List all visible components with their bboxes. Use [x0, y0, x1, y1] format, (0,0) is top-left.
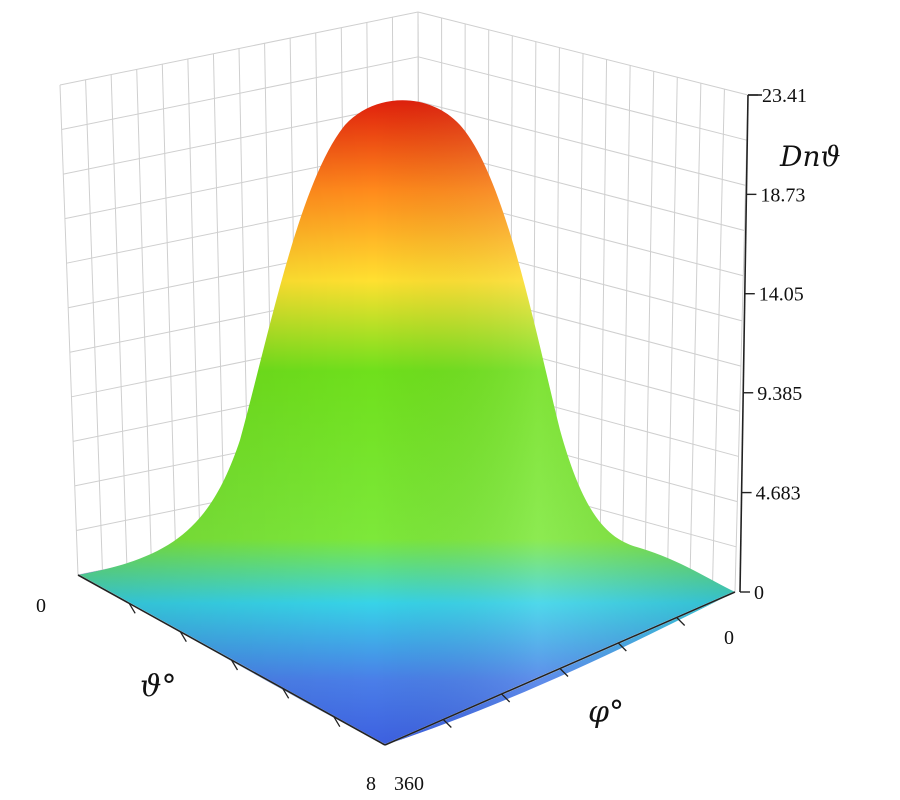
- left-wall-gridline: [136, 69, 152, 561]
- right-wall-gridline: [667, 77, 678, 574]
- z-axis-line: [739, 94, 749, 593]
- right-wall-gridline: [577, 53, 584, 549]
- y-tick-mark: [617, 642, 627, 652]
- axes: 0 4.683 9.385 14.05 18.73 23.41 0 8 0 360: [36, 85, 807, 795]
- z-tick-label: 9.385: [757, 383, 802, 405]
- left-wall-gridline: [110, 74, 128, 566]
- surface-shading: [78, 100, 735, 745]
- z-tick-label: 23.41: [762, 85, 807, 107]
- left-wall-gridline: [187, 58, 201, 551]
- z-axis-label: Dnϑ: [779, 140, 841, 173]
- z-tick-label: 14.05: [759, 284, 804, 306]
- x-axis-label: ϑ°: [140, 669, 176, 704]
- y-tick-mark: [501, 693, 511, 703]
- z-tick-label: 18.73: [760, 184, 805, 206]
- y-tick-mark: [676, 617, 686, 626]
- right-wall-gridline: [622, 65, 631, 561]
- x-tick-label: 8: [366, 773, 376, 795]
- right-wall-gridline: [644, 71, 655, 568]
- x-tick-mark: [179, 631, 187, 643]
- left-wall-gridline: [61, 56, 419, 131]
- right-wall-gridline: [712, 89, 725, 586]
- left-wall-gridline: [212, 53, 226, 546]
- y-tick-label: 360: [394, 773, 424, 795]
- x-tick-mark: [282, 687, 290, 699]
- y-tick-mark: [442, 719, 452, 728]
- right-wall-gridline: [418, 56, 747, 141]
- right-wall-gridline: [599, 59, 608, 555]
- x-tick-mark: [333, 716, 341, 728]
- y-axis-label: φ°: [588, 695, 624, 730]
- right-wall-gridline: [689, 83, 702, 580]
- right-wall-gridline: [417, 11, 749, 96]
- z-tick-label: 0: [754, 582, 764, 604]
- left-wall-gridline: [59, 84, 79, 576]
- left-wall-gridline: [161, 64, 177, 556]
- left-wall-gridline: [59, 11, 419, 86]
- right-wall-gridline: [734, 94, 749, 593]
- left-wall-gridline: [85, 79, 103, 571]
- z-tick-label: 4.683: [756, 483, 801, 505]
- right-wall-gridline: [418, 101, 746, 186]
- y-tick-mark: [559, 668, 569, 677]
- x-tick-mark: [128, 602, 136, 614]
- x-tick-label: 0: [36, 595, 46, 617]
- y-tick-label: 0: [724, 627, 734, 649]
- x-tick-mark: [230, 659, 239, 671]
